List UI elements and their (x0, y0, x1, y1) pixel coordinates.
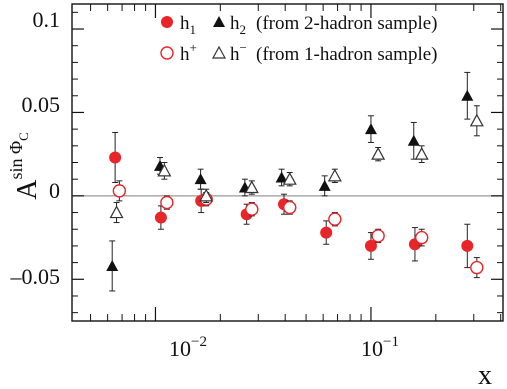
h1-point (109, 151, 122, 164)
hplus-point (245, 202, 259, 216)
legend-marker-hplus (160, 46, 174, 60)
hminus-point (282, 171, 297, 185)
h1-point (320, 226, 333, 239)
legend-label-hminus: h− (230, 40, 247, 65)
y-tick-label: 0.1 (33, 7, 61, 32)
hplus-point (470, 260, 484, 275)
h2-point (194, 173, 207, 185)
legend-note-1hadron: (from 1-hadron sample) (256, 44, 438, 65)
hplus-point (112, 184, 127, 198)
hminus-point (371, 146, 386, 160)
h1-point (154, 211, 167, 224)
hplus-point (328, 212, 342, 226)
legend-note-2hadron: (from 2-hadron sample) (256, 13, 438, 34)
y-tick-label: 0 (49, 178, 60, 203)
hplus-point (283, 200, 297, 215)
hminus-point (327, 168, 342, 182)
y-axis-label: Asin ΦC (6, 132, 43, 200)
hplus-point (371, 229, 385, 243)
hminus-point (109, 205, 124, 219)
svg-text:Asin ΦC: Asin ΦC (6, 132, 43, 200)
hminus-point (157, 163, 172, 177)
h2-point (275, 171, 288, 183)
x-tick-label: 10−1 (361, 334, 399, 361)
h1-point (461, 239, 474, 252)
h2-point (461, 89, 474, 101)
h2-point (407, 134, 420, 146)
hminus-point (469, 113, 484, 127)
hplus-point (415, 230, 429, 245)
legend-label-hplus: h+ (180, 40, 197, 65)
legend-marker-hminus (211, 45, 227, 59)
h2-point (106, 259, 119, 271)
x-axis-label: x (478, 360, 492, 389)
legend-marker-h2 (213, 16, 225, 27)
legend-label-h1: h1 (180, 13, 196, 37)
axis-ticks (72, 4, 503, 321)
h1-point (364, 239, 377, 252)
hminus-point (244, 180, 259, 194)
y-tick-label: 0.05 (22, 92, 61, 117)
legend-marker-h1 (161, 16, 173, 28)
y-tick-label: –0.05 (10, 264, 61, 289)
legend-label-h2: h2 (230, 13, 246, 37)
x-tick-label: 10−2 (169, 334, 207, 361)
h2-point (318, 179, 331, 191)
h2-point (364, 123, 377, 135)
data-points (106, 71, 484, 292)
hplus-point (160, 195, 174, 210)
hminus-point (414, 146, 429, 160)
hminus-point (199, 188, 214, 202)
legend: h1 h2 (from 2-hadron sample) h+ h− (from… (160, 13, 438, 65)
